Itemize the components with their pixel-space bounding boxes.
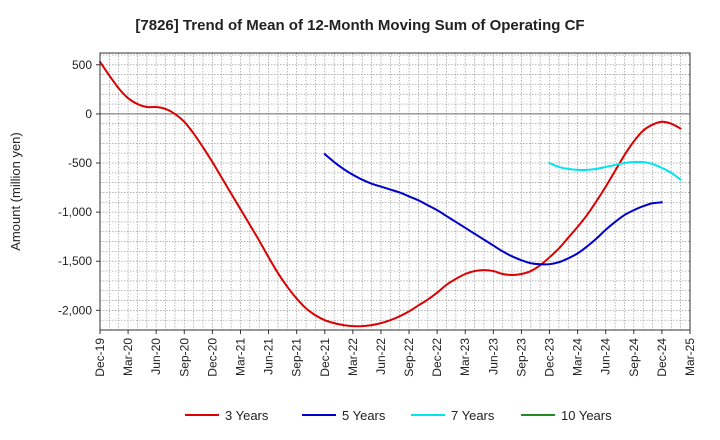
chart-title: [7826] Trend of Mean of 12-Month Moving … — [135, 17, 584, 34]
x-tick-label: Mar-20 — [121, 338, 135, 376]
x-tick-label: Jun-21 — [262, 338, 276, 375]
x-tick-label: Mar-24 — [571, 338, 585, 376]
legend-label-10-years: 10 Years — [561, 408, 612, 423]
x-tick-label: Dec-20 — [205, 338, 219, 377]
y-tick-label: -1,500 — [58, 254, 92, 268]
x-tick-label: Jun-23 — [486, 338, 500, 375]
x-tick-label: Sep-20 — [177, 338, 191, 377]
series-line-3-years — [99, 60, 682, 328]
y-axis-ticks: 500 0 -500 -1,000 -1,500 -2,000 — [58, 58, 100, 317]
grid-layer — [99, 53, 691, 330]
x-tick-label: Dec-22 — [430, 338, 444, 377]
series-line-5-years — [323, 153, 663, 266]
plot-frame — [99, 52, 691, 331]
x-tick-label: Mar-21 — [233, 338, 247, 376]
x-tick-label: Mar-22 — [346, 338, 360, 376]
y-tick-label: 0 — [85, 107, 92, 121]
x-tick-label: Jun-24 — [599, 338, 613, 375]
y-tick-label: -1,000 — [58, 205, 92, 219]
y-tick-label: -2,000 — [58, 303, 92, 317]
x-tick-label: Jun-22 — [374, 338, 388, 375]
series-layer — [99, 60, 682, 328]
x-tick-label: Jun-20 — [149, 338, 163, 375]
x-tick-label: Dec-19 — [93, 338, 107, 377]
x-tick-label: Sep-24 — [627, 338, 641, 377]
legend: 3 Years 5 Years 7 Years 10 Years — [185, 408, 612, 423]
x-tick-label: Mar-25 — [683, 338, 697, 376]
legend-label-5-years: 5 Years — [342, 408, 386, 423]
y-tick-label: -500 — [68, 156, 92, 170]
x-axis-ticks: Dec-19 Mar-20 Jun-20 Sep-20 Dec-20 Mar-21 Jun-… — [93, 330, 697, 377]
x-tick-label: Sep-23 — [514, 338, 528, 377]
series-line-7-years — [548, 160, 682, 181]
y-tick-label: 500 — [72, 58, 92, 72]
x-tick-label: Dec-21 — [318, 338, 332, 377]
x-tick-label: Dec-23 — [543, 338, 557, 377]
x-tick-label: Sep-21 — [290, 338, 304, 377]
legend-label-7-years: 7 Years — [451, 408, 495, 423]
x-tick-label: Mar-23 — [458, 338, 472, 376]
y-axis-label: Amount (million yen) — [8, 132, 23, 251]
x-tick-label: Sep-22 — [402, 338, 416, 377]
legend-label-3-years: 3 Years — [225, 408, 269, 423]
x-tick-label: Dec-24 — [655, 338, 669, 377]
